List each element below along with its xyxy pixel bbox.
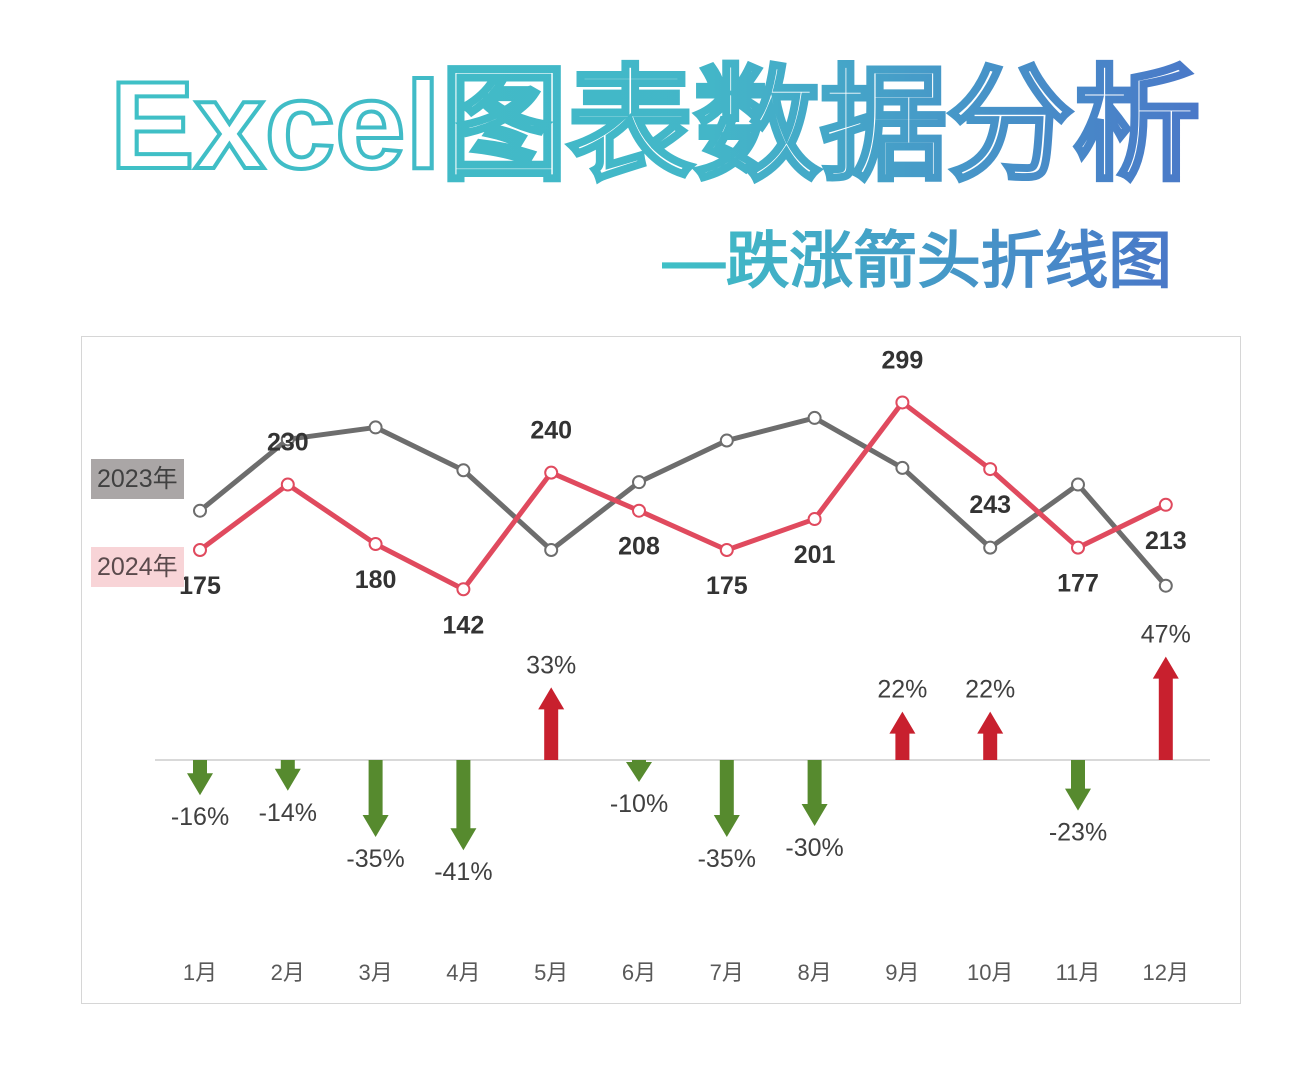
point-2023-1 <box>193 503 207 518</box>
point-2023-6 <box>632 475 646 490</box>
change-arrow-11 <box>1065 760 1091 811</box>
value-label-12: 213 <box>1145 527 1187 555</box>
point-2024-10 <box>983 462 998 477</box>
change-label-6: -10% <box>610 790 668 818</box>
change-arrow-1 <box>187 760 213 796</box>
point-2024-3 <box>368 537 383 552</box>
x-tick-label-2: 2月 <box>271 960 305 985</box>
point-2023-10 <box>983 540 998 555</box>
x-tick-label-3: 3月 <box>358 960 392 985</box>
chart-labels: -16% -14% -35% -41% 33% -10% -35% -30% 22% 22% -23… <box>171 346 1191 985</box>
point-2024-12 <box>1158 497 1173 512</box>
change-arrow-2 <box>274 760 301 791</box>
x-tick-label-10: 10月 <box>967 960 1013 985</box>
change-arrow-10 <box>977 711 1004 760</box>
point-2023-5 <box>544 543 559 557</box>
value-label-10: 243 <box>969 491 1011 519</box>
change-arrow-6 <box>626 760 652 782</box>
change-label-9: 22% <box>877 676 927 704</box>
change-arrows <box>187 656 1179 851</box>
value-label-5: 240 <box>530 417 572 445</box>
change-label-10: 22% <box>965 676 1015 704</box>
change-label-11: -23% <box>1049 819 1107 847</box>
change-label-1: -16% <box>171 803 229 831</box>
x-tick-label-11: 11月 <box>1056 960 1101 985</box>
point-2023-4 <box>456 463 471 478</box>
legend-2024: 2024年 <box>91 547 184 587</box>
x-tick-label-4: 4月 <box>446 960 480 985</box>
x-tick-label-5: 5月 <box>534 960 568 985</box>
legend-2023: 2023年 <box>91 459 184 499</box>
change-label-8: -30% <box>785 834 843 862</box>
point-2024-1 <box>193 543 207 557</box>
value-label-2: 230 <box>267 429 309 457</box>
change-arrow-7 <box>713 760 740 837</box>
value-label-1: 175 <box>179 572 221 600</box>
point-2023-11 <box>1071 477 1085 492</box>
point-2023-8 <box>807 410 822 425</box>
value-label-4: 142 <box>443 611 485 639</box>
point-2023-9 <box>895 460 910 475</box>
x-tick-label-1: 1月 <box>183 960 217 985</box>
point-2024-4 <box>456 582 471 597</box>
series-lines <box>193 395 1173 597</box>
point-2024-5 <box>544 465 559 480</box>
point-2024-2 <box>280 477 295 492</box>
change-arrow-9 <box>889 711 916 760</box>
point-2023-3 <box>368 420 383 435</box>
value-label-11: 177 <box>1057 570 1099 598</box>
chart-frame <box>81 336 1241 1004</box>
change-label-2: -14% <box>259 799 317 827</box>
change-arrow-12 <box>1152 656 1179 760</box>
point-2024-6 <box>632 503 646 518</box>
point-2023-2 <box>280 432 295 447</box>
point-2024-11 <box>1071 540 1085 555</box>
x-tick-label-6: 6月 <box>622 960 656 985</box>
change-label-3: -35% <box>346 845 404 873</box>
value-label-6: 208 <box>618 533 660 561</box>
change-label-7: -35% <box>698 845 756 873</box>
x-tick-label-9: 9月 <box>885 960 919 985</box>
change-arrow-4 <box>450 760 477 851</box>
point-2024-9 <box>895 395 910 410</box>
change-label-12: 47% <box>1141 621 1191 649</box>
page-title: Excel图表数据分析 <box>110 57 1200 195</box>
value-label-8: 201 <box>794 541 836 569</box>
x-tick-label-12: 12月 <box>1143 960 1189 985</box>
value-label-3: 180 <box>355 566 397 594</box>
change-arrow-8 <box>801 760 828 826</box>
point-2023-7 <box>719 433 734 448</box>
point-2024-8 <box>807 512 822 527</box>
title-banner: Excel图表数据分析 —跌涨箭头折线图 <box>108 55 1202 296</box>
point-2023-12 <box>1158 578 1173 593</box>
change-arrow-5 <box>538 687 565 760</box>
change-arrow-3 <box>362 760 389 837</box>
series-line-2024 <box>197 399 1169 592</box>
series-line-2023 <box>197 415 1169 589</box>
change-label-5: 33% <box>526 651 576 679</box>
page-subtitle: —跌涨箭头折线图 <box>662 227 1172 296</box>
x-tick-label-8: 8月 <box>797 960 831 985</box>
value-label-7: 175 <box>706 572 748 600</box>
value-label-9: 299 <box>882 346 924 374</box>
x-tick-label-7: 7月 <box>710 960 744 985</box>
point-2024-7 <box>719 543 734 557</box>
change-label-4: -41% <box>434 858 492 886</box>
